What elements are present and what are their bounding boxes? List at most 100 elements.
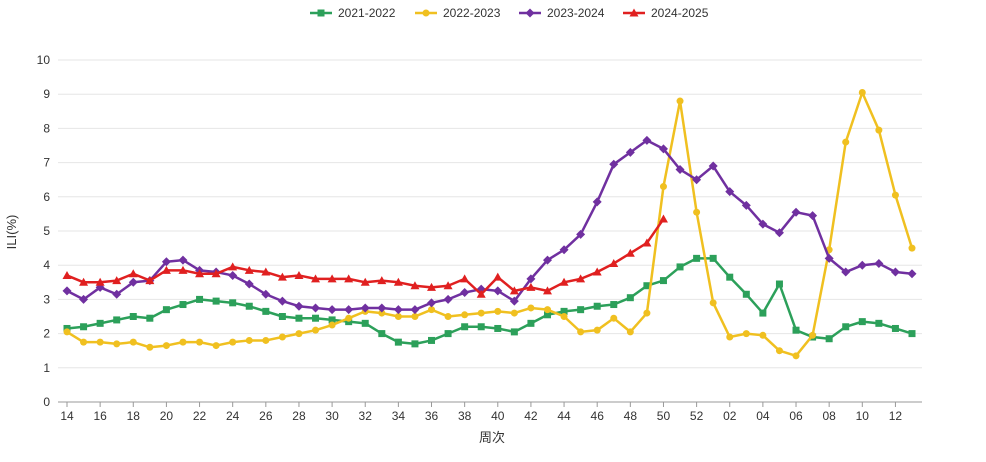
x-tick-label: 30 (325, 409, 339, 423)
data-point (477, 309, 485, 317)
data-point (907, 269, 917, 279)
data-point (726, 333, 734, 341)
data-point (96, 338, 104, 346)
data-point (625, 248, 635, 257)
x-tick-label: 52 (690, 409, 704, 423)
data-point (775, 280, 783, 288)
data-point (526, 282, 536, 291)
legend-item[interactable]: 2022-2023 (415, 6, 501, 20)
data-point (244, 265, 254, 274)
series-2022-2023 (63, 88, 916, 360)
data-point (808, 211, 818, 221)
data-point (477, 323, 485, 331)
data-point (113, 316, 121, 324)
series-layer (62, 88, 917, 360)
data-point (708, 161, 718, 171)
legend-marker (422, 9, 430, 17)
data-point (676, 97, 684, 105)
data-point (460, 274, 470, 283)
legend-marker (525, 8, 535, 18)
data-point (411, 313, 419, 320)
x-tick-label: 42 (524, 409, 538, 423)
data-point (560, 313, 568, 320)
data-point (609, 159, 619, 169)
data-point (312, 314, 320, 322)
data-point (676, 263, 684, 271)
x-tick-label: 26 (259, 409, 273, 423)
data-point (759, 309, 767, 317)
x-tick-label: 40 (491, 409, 505, 423)
y-tick-label: 1 (43, 361, 50, 375)
data-point (658, 144, 668, 154)
data-point (244, 279, 254, 289)
y-tick-label: 2 (43, 327, 50, 341)
data-point (229, 299, 237, 307)
y-tick-label: 8 (43, 121, 50, 135)
legend-item[interactable]: 2023-2024 (519, 6, 605, 20)
x-axis-title: 周次 (479, 430, 505, 445)
data-point (80, 338, 88, 346)
x-tick-label: 48 (624, 409, 638, 423)
data-point (245, 302, 253, 310)
data-point (643, 309, 651, 317)
data-point (659, 277, 667, 285)
data-point (178, 265, 188, 274)
legend-label: 2021-2022 (338, 6, 396, 20)
legend-item[interactable]: 2021-2022 (310, 6, 396, 20)
data-point (792, 326, 800, 334)
data-point (444, 313, 452, 320)
data-point (112, 276, 122, 285)
data-point (642, 238, 652, 247)
data-point (593, 326, 601, 334)
data-point (791, 207, 801, 217)
x-tick-label: 12 (889, 409, 903, 423)
data-point (162, 342, 170, 350)
data-point (809, 331, 817, 339)
data-point (146, 343, 154, 351)
data-point (626, 294, 634, 302)
data-point (228, 262, 238, 271)
legend-label: 2023-2024 (547, 6, 605, 20)
data-point (858, 88, 866, 96)
legend-label: 2022-2023 (443, 6, 501, 20)
data-point (857, 260, 867, 270)
data-point (759, 331, 767, 339)
legend-item[interactable]: 2024-2025 (623, 6, 709, 20)
data-point (344, 305, 354, 315)
data-point (693, 254, 701, 262)
data-point (129, 313, 137, 320)
data-point (542, 286, 552, 295)
data-point (560, 307, 568, 315)
data-point (725, 187, 735, 197)
data-point (443, 294, 453, 304)
data-point (128, 269, 138, 278)
x-tick-label: 50 (657, 409, 671, 423)
data-point (410, 281, 420, 290)
data-point (510, 328, 518, 336)
data-point (891, 324, 899, 332)
data-point (543, 306, 551, 314)
data-point (675, 164, 685, 174)
data-point (393, 305, 403, 315)
x-tick-label: 04 (756, 409, 770, 423)
x-tick-label: 14 (60, 409, 74, 423)
data-point (112, 289, 122, 299)
x-tick-label: 38 (458, 409, 472, 423)
x-tick-label: 34 (392, 409, 406, 423)
data-point (162, 306, 170, 314)
data-point (741, 200, 751, 210)
x-tick-label: 32 (359, 409, 373, 423)
data-point (295, 330, 303, 338)
legend-label: 2024-2025 (651, 6, 709, 20)
data-point (196, 338, 204, 346)
data-point (360, 303, 370, 313)
data-point (709, 254, 717, 262)
data-point (229, 338, 237, 346)
data-point (62, 270, 72, 279)
data-point (592, 197, 602, 207)
data-point (509, 286, 519, 295)
data-point (626, 328, 634, 336)
data-point (212, 342, 220, 350)
x-axis: 14 16 18 20 22 24 26 28 30 32 34 36 38 40 42 44 46 48 50 52… (60, 402, 902, 423)
